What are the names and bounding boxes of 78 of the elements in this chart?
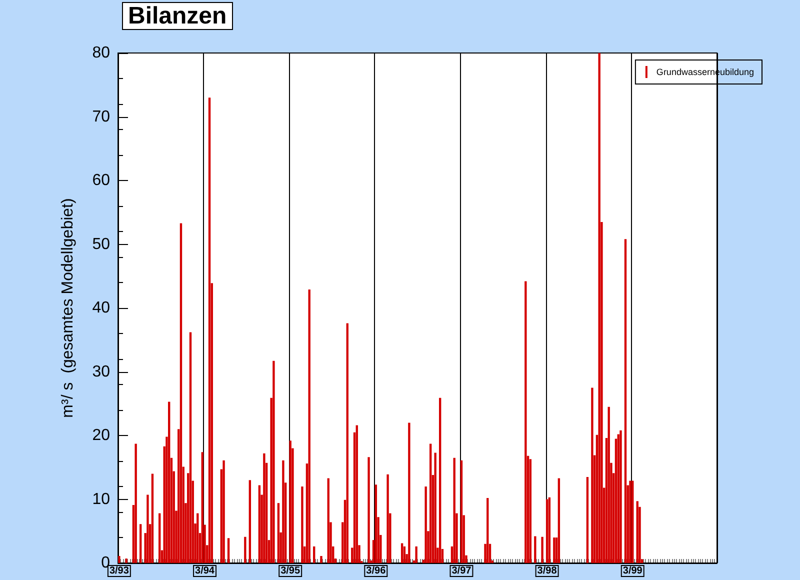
bar [258, 485, 261, 563]
bar [139, 524, 142, 563]
bar [608, 406, 610, 563]
bar [586, 476, 589, 563]
y-tick-label: 50 [92, 236, 110, 253]
bar [289, 440, 292, 563]
bar [368, 457, 370, 563]
bar [263, 453, 266, 563]
bar [529, 459, 532, 563]
y-tick-label: 20 [92, 427, 110, 444]
bar [248, 480, 252, 563]
bar [438, 398, 442, 563]
x-tick-label: 3/94 [195, 566, 215, 576]
bar [134, 444, 137, 563]
bar [301, 486, 304, 563]
bar [201, 452, 204, 563]
bar [524, 281, 527, 563]
bar [180, 223, 182, 563]
bar [208, 98, 211, 563]
y-axis-title: m³/ s (gesamtes Modellgebiet) [60, 198, 76, 418]
bar [415, 546, 418, 563]
bar [196, 513, 199, 563]
bar [429, 444, 432, 563]
bar [308, 290, 310, 563]
bar [541, 536, 544, 563]
bar [118, 556, 120, 563]
bar [151, 474, 154, 563]
bar [346, 323, 348, 563]
bar [486, 498, 489, 563]
bar [534, 536, 536, 563]
bar [327, 478, 330, 563]
bar [222, 460, 225, 563]
chart-title: Bilanzen [128, 2, 227, 30]
bar [272, 360, 275, 563]
bar [313, 546, 316, 563]
bar [460, 460, 463, 563]
bar [277, 503, 280, 563]
bar [244, 536, 246, 563]
bar [227, 538, 230, 563]
bar [403, 546, 406, 563]
bar [553, 538, 556, 563]
bar [158, 513, 161, 563]
y-tick-label: 60 [92, 172, 110, 189]
bar [408, 422, 410, 563]
x-tick-label: 3/98 [537, 566, 558, 576]
bar [374, 484, 377, 563]
bar [636, 501, 638, 563]
x-tick-label: 3/97 [452, 566, 472, 576]
bar [617, 434, 620, 563]
bar [434, 452, 436, 563]
y-tick-label: 70 [92, 108, 110, 126]
bar [320, 556, 322, 563]
bar [453, 458, 456, 563]
y-tick-label: 80 [92, 44, 110, 62]
bar [598, 53, 600, 563]
bar [189, 332, 192, 563]
bar [400, 543, 404, 563]
bar [146, 494, 149, 563]
bar [546, 499, 548, 563]
bar [629, 480, 632, 563]
x-tick-label: 3/93 [109, 566, 130, 576]
x-tick-label: 3/95 [280, 566, 300, 576]
bar [356, 425, 358, 563]
bar [386, 474, 389, 563]
bar [620, 430, 622, 563]
bar [548, 497, 551, 563]
x-tick-label: 3/99 [622, 566, 643, 576]
y-tick-label: 30 [92, 363, 110, 380]
bar [168, 402, 170, 563]
y-tick-label: 40 [92, 300, 110, 316]
bar [632, 480, 634, 563]
y-tick-label: 10 [92, 490, 110, 508]
bar [591, 388, 594, 563]
x-tick-label: 3/96 [366, 566, 386, 576]
bar [558, 478, 560, 563]
bar [424, 486, 427, 563]
bar [282, 460, 284, 563]
bar [624, 239, 627, 563]
